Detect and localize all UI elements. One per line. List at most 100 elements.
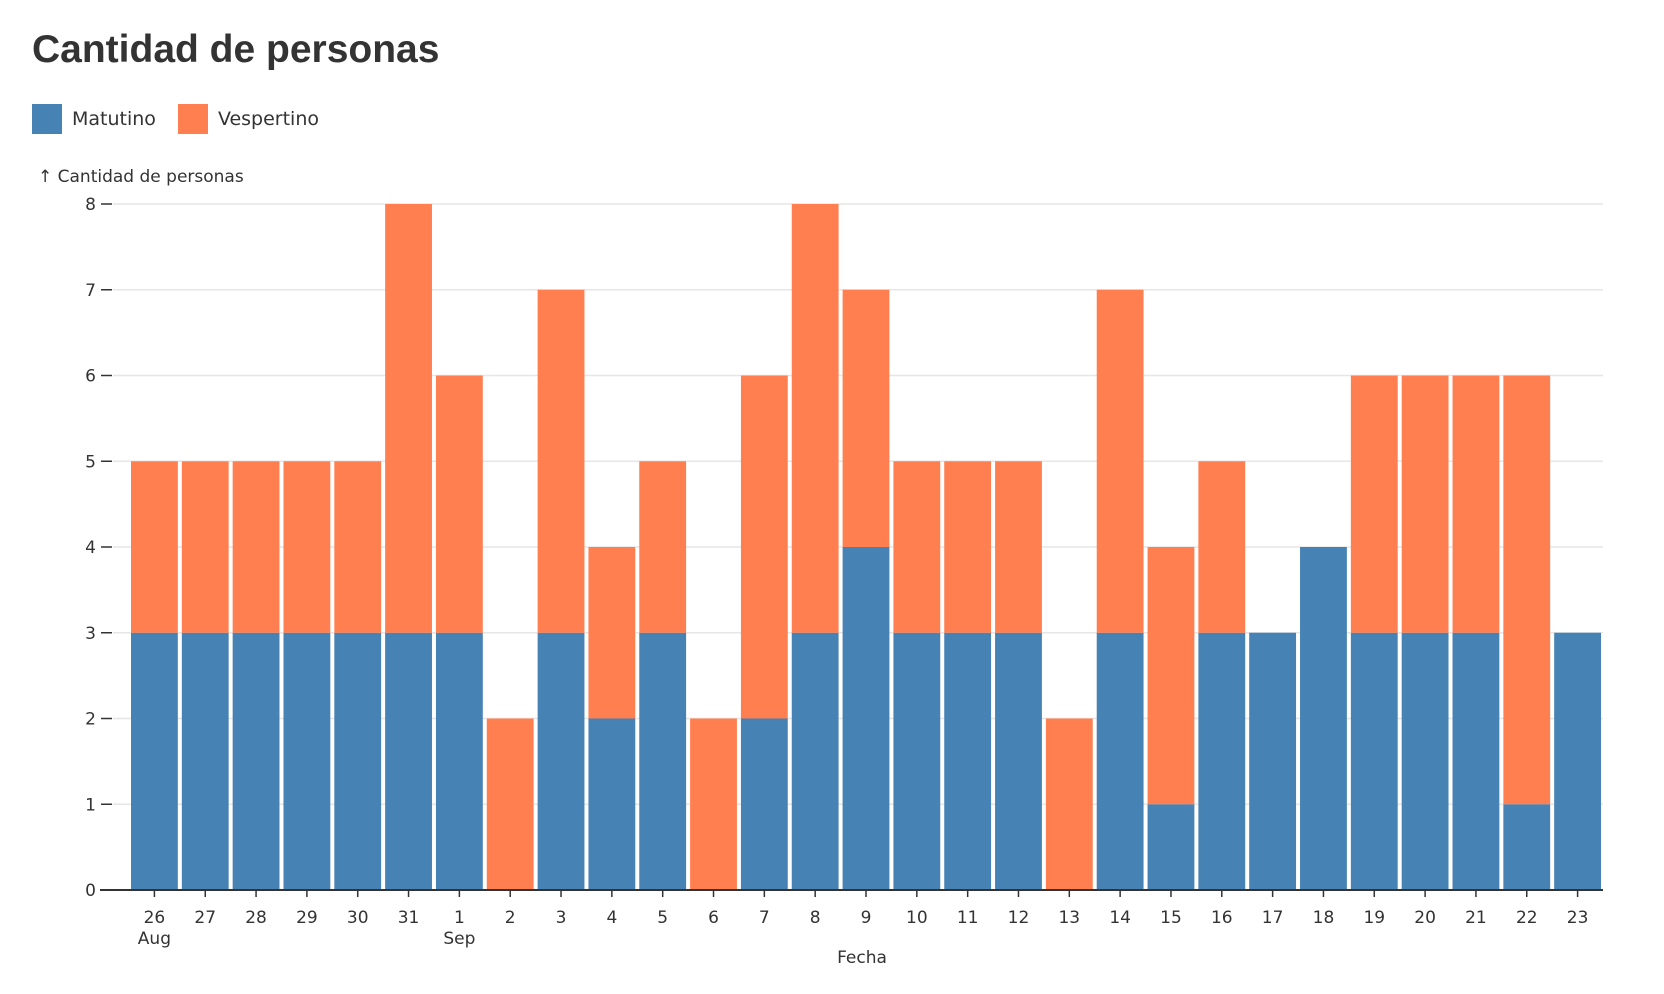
x-tick-label: 19	[1363, 908, 1385, 928]
bar-vespertino-8	[537, 289, 585, 633]
bar-vespertino-27	[1503, 375, 1551, 805]
bar-vespertino-19	[1096, 289, 1144, 633]
bar-matutino-25	[1401, 632, 1449, 890]
x-tick-label: 21	[1465, 908, 1487, 928]
bar-matutino-21	[1198, 632, 1246, 890]
y-tick-label: 6	[85, 367, 96, 387]
bar-matutino-6	[435, 632, 483, 890]
bar-vespertino-7	[486, 718, 534, 890]
bar-vespertino-15	[893, 461, 941, 633]
x-tick-label: 2	[505, 908, 516, 928]
x-tick-label: 15	[1160, 908, 1182, 928]
bar-matutino-24	[1350, 632, 1398, 890]
bar-vespertino-20	[1147, 547, 1195, 805]
bar-matutino-9	[588, 718, 636, 890]
y-tick-label: 1	[85, 795, 96, 815]
bar-matutino-17	[995, 632, 1042, 890]
x-month-label: Aug	[138, 929, 171, 949]
x-tick-label: 20	[1414, 908, 1436, 928]
y-tick-label: 8	[85, 195, 96, 215]
legend-label-matutino: Matutino	[72, 108, 156, 130]
x-tick-label: 12	[1008, 908, 1030, 928]
bar-vespertino-24	[1350, 375, 1398, 633]
bar-vespertino-25	[1401, 375, 1449, 633]
x-tick-label: 4	[606, 908, 617, 928]
bars	[131, 204, 1601, 890]
x-tick-label: 31	[398, 908, 420, 928]
bar-vespertino-9	[588, 547, 636, 719]
x-tick-label: 17	[1262, 908, 1284, 928]
y-tick-label: 5	[85, 452, 96, 472]
x-tick-label: 16	[1211, 908, 1233, 928]
bar-matutino-2	[232, 632, 280, 890]
x-tick-label: 7	[759, 908, 770, 928]
x-tick-label: 1	[454, 908, 465, 928]
bar-vespertino-3	[283, 461, 331, 633]
bar-matutino-26	[1452, 632, 1500, 890]
x-tick-label: 29	[296, 908, 318, 928]
x-tick-label: 9	[861, 908, 872, 928]
legend-swatch-vespertino	[177, 104, 208, 134]
x-tick-label: 30	[347, 908, 369, 928]
x-tick-label: 5	[657, 908, 668, 928]
bar-matutino-22	[1249, 632, 1297, 890]
bar-vespertino-21	[1198, 461, 1246, 633]
x-tick-label: 14	[1109, 908, 1131, 928]
y-axis-label: ↑ Cantidad de personas	[38, 167, 244, 187]
x-tick-label: 8	[810, 908, 821, 928]
legend-item-vespertino: Vespertino	[177, 104, 320, 134]
bar-matutino-15	[893, 632, 941, 890]
bar-vespertino-16	[944, 461, 992, 633]
y-tick-label: 3	[85, 624, 96, 644]
bar-vespertino-6	[435, 375, 483, 633]
x-tick-label: 27	[194, 908, 216, 928]
bar-matutino-4	[334, 632, 382, 890]
y-tick-label: 0	[85, 881, 96, 901]
bar-vespertino-13	[791, 204, 839, 633]
x-tick-label: 6	[708, 908, 719, 928]
y-tick-label: 2	[85, 710, 96, 730]
legend-swatch-matutino	[32, 104, 62, 134]
bar-matutino-0	[131, 632, 178, 890]
bar-matutino-10	[639, 632, 687, 890]
bar-matutino-28	[1554, 632, 1601, 890]
x-axis: 26 27 28 29 30 31 1 2 3 4 5 6 7 8 9 10 11 12 13 14 15 16 17 18 1…	[100, 889, 1603, 949]
legend: Matutino Vespertino	[32, 104, 341, 134]
bar-vespertino-18	[1045, 718, 1093, 890]
bar-matutino-1	[181, 632, 229, 890]
y-tick-label: 7	[85, 281, 96, 301]
bar-matutino-12	[740, 718, 788, 890]
x-tick-label: 10	[906, 908, 928, 928]
bar-matutino-14	[842, 547, 890, 890]
bar-vespertino-4	[334, 461, 382, 633]
bar-vespertino-14	[842, 289, 890, 547]
bar-matutino-20	[1147, 804, 1195, 890]
bar-matutino-13	[791, 632, 839, 890]
bar-matutino-8	[537, 632, 585, 890]
bar-matutino-27	[1503, 804, 1551, 890]
bar-matutino-16	[944, 632, 992, 890]
x-tick-label: 28	[245, 908, 267, 928]
x-month-label: Sep	[443, 929, 475, 949]
bar-vespertino-2	[232, 461, 280, 633]
chart-title: Cantidad de personas	[32, 28, 440, 71]
bar-matutino-19	[1096, 632, 1144, 890]
bar-vespertino-10	[639, 461, 687, 633]
bar-vespertino-12	[740, 375, 788, 719]
x-tick-label: 23	[1567, 908, 1589, 928]
y-axis: 0 1 2 3 4 5 6 7 8	[85, 195, 112, 901]
x-tick-label: 13	[1058, 908, 1080, 928]
legend-label-vespertino: Vespertino	[217, 108, 320, 130]
x-tick-label: 18	[1313, 908, 1335, 928]
bar-matutino-23	[1300, 547, 1347, 890]
y-tick-label: 4	[85, 538, 96, 558]
x-tick-label: 22	[1516, 908, 1538, 928]
bar-vespertino-11	[690, 718, 737, 890]
bar-vespertino-26	[1452, 375, 1500, 633]
bar-vespertino-1	[181, 461, 229, 633]
x-tick-label: 3	[556, 908, 567, 928]
x-tick-label: 11	[957, 908, 979, 928]
bar-matutino-3	[283, 632, 331, 890]
bar-vespertino-0	[131, 461, 178, 633]
